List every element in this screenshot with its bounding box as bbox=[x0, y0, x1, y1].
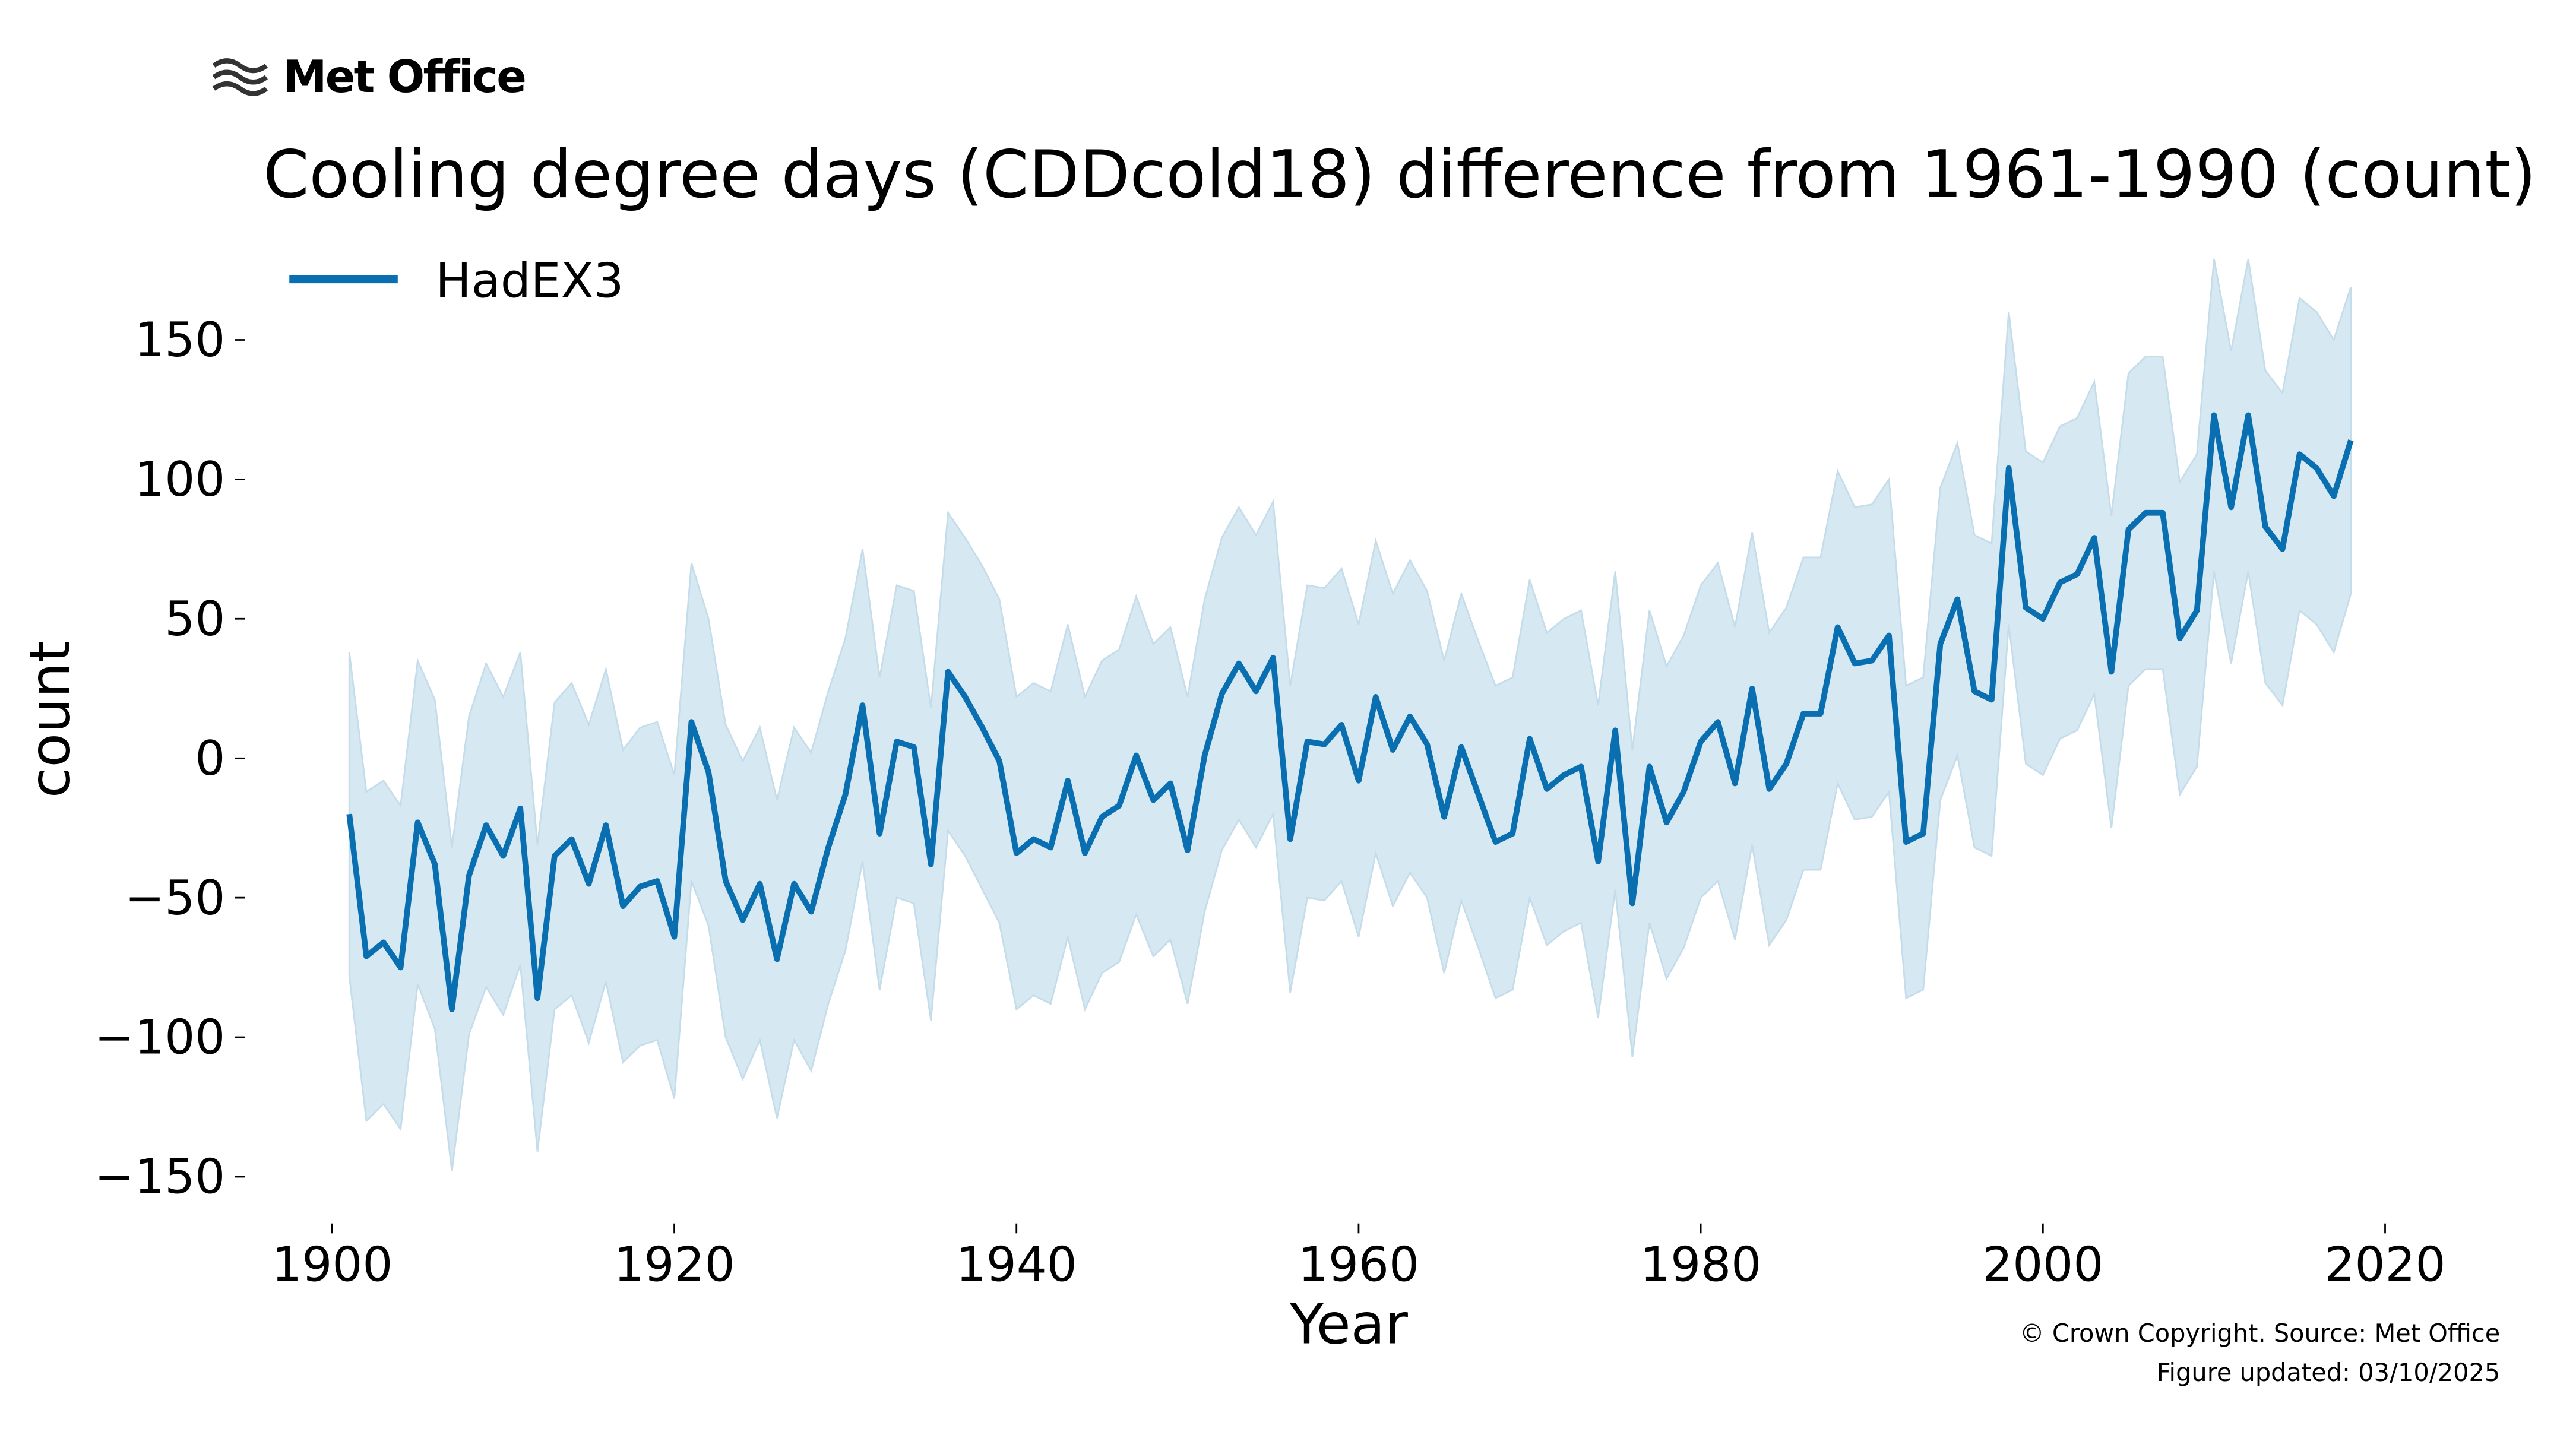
legend-label: HadEX3 bbox=[435, 254, 624, 309]
x-tick-label: 1900 bbox=[271, 1237, 393, 1292]
y-tick-label: −100 bbox=[94, 1010, 225, 1065]
x-tick-label: 1940 bbox=[956, 1237, 1077, 1292]
y-tick-label: 50 bbox=[164, 591, 225, 647]
uncertainty-band bbox=[348, 258, 2352, 1171]
y-tick-label: 150 bbox=[134, 312, 225, 367]
y-tick-label: −50 bbox=[125, 870, 225, 926]
y-tick-label: 100 bbox=[134, 452, 225, 507]
footer-text: Figure updated: 03/10/2025 bbox=[2157, 1358, 2501, 1387]
logo-wave bbox=[212, 69, 268, 85]
x-tick-label: 1960 bbox=[1298, 1237, 1419, 1292]
logo bbox=[212, 58, 268, 96]
y-axis-label: count bbox=[18, 641, 83, 798]
x-tick-label: 1980 bbox=[1640, 1237, 1761, 1292]
x-axis-label: Year bbox=[1289, 1292, 1408, 1357]
x-tick-label: 1920 bbox=[613, 1237, 735, 1292]
logo-wave bbox=[212, 81, 268, 96]
logo-wave bbox=[212, 58, 268, 74]
chart-title: Cooling degree days (CDDcold18) differen… bbox=[263, 137, 2536, 213]
x-tick-label: 2000 bbox=[1982, 1237, 2103, 1292]
y-tick-label: 0 bbox=[195, 731, 225, 786]
logo-text: Met Office bbox=[283, 51, 525, 103]
footer-text: © Crown Copyright. Source: Met Office bbox=[2020, 1319, 2500, 1348]
x-tick-label: 2020 bbox=[2324, 1237, 2445, 1292]
data-line bbox=[346, 412, 2354, 1012]
y-tick-label: −150 bbox=[94, 1149, 225, 1205]
